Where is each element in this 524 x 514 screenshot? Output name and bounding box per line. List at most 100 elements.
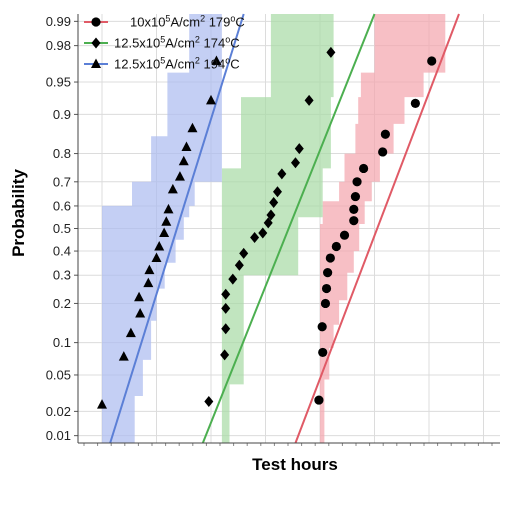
data-point-triangle [167,183,178,194]
y-tick-label: 0.1 [53,335,71,350]
data-point-circle [349,216,359,226]
y-tick-label: 0.7 [53,174,71,189]
data-point-diamond [304,94,314,106]
fit-line [294,13,460,444]
data-point-circle [318,347,328,358]
legend-text: C [230,36,239,51]
data-point-circle [323,268,333,278]
legend-superscript: o [225,56,230,66]
y-tick-label: 0.05 [46,367,71,382]
y-axis-label: Probability [9,169,28,257]
data-point-diamond [250,231,260,243]
data-point-triangle [154,240,165,251]
legend-superscript: 5 [160,35,165,45]
legend-superscript: 5 [160,56,165,66]
data-point-diamond [269,196,279,208]
data-point-triangle [135,307,146,318]
legend-marker-circle [91,17,101,27]
data-point-diamond [221,323,231,335]
data-point-circle [339,230,350,240]
legend-text: 194 [200,57,225,72]
legend-text: A/cm [165,57,195,72]
data-point-triangle [187,122,198,133]
legend-marker-diamond [91,37,101,49]
data-point-triangle [181,141,192,151]
fit-line [201,13,376,444]
data-point-diamond [228,273,238,285]
y-tick-label: 0.99 [46,14,71,29]
data-point-circle [320,298,331,309]
data-point-circle [359,163,369,174]
data-point-triangle [118,351,129,361]
legend-text: 179 [205,15,230,30]
legend-superscript: 2 [195,35,200,45]
y-tick-label: 0.95 [46,75,71,90]
legend-superscript: 5 [165,14,170,24]
data-point-circle [314,395,324,405]
data-point-diamond [272,186,282,198]
data-point-circle [349,204,359,214]
data-point-circle [350,191,361,202]
data-point-diamond [277,168,287,180]
legend-superscript: o [225,35,230,45]
data-point-diamond [239,247,249,259]
legend-text: A/cm [165,36,195,51]
data-point-diamond [221,288,231,300]
legend-label: 12.5x105A/cm2 174oC [114,35,240,51]
legend-superscript: 2 [195,56,200,66]
data-point-circle [380,129,390,139]
legend-text: 12.5x10 [114,36,160,51]
confidence-band [221,14,334,443]
fit-lines [109,13,460,444]
data-point-triangle [178,155,189,166]
y-tick-label: 0.4 [53,244,71,259]
y-tick-label: 0.6 [53,198,71,213]
legend-text: 174 [200,36,225,51]
data-point-circle [352,177,362,187]
data-point-triangle [159,227,170,237]
y-tick-label: 0.01 [46,428,71,443]
legend-label: 12.5x105A/cm2 194oC [114,56,240,72]
y-tick-label: 0.98 [46,38,71,53]
data-point-diamond [221,302,231,314]
data-points [97,46,437,409]
data-point-triangle [163,203,174,214]
y-tick-label: 0.3 [53,268,71,283]
legend-text: A/cm [170,15,200,30]
data-point-diamond [204,396,214,408]
data-point-circle [378,147,388,157]
data-point-triangle [125,327,136,338]
data-point-triangle [143,277,154,288]
data-point-triangle [206,94,216,105]
legend-label: 10x105A/cm2 179oC [130,14,245,30]
data-point-triangle [134,291,145,302]
data-point-diamond [294,143,304,155]
data-point-diamond [258,227,268,239]
data-point-triangle [174,171,185,181]
legend-text: 10x10 [130,15,165,30]
legend-text: C [235,15,244,30]
x-axis-label: Test hours [252,455,338,474]
legend-marker-triangle [91,58,101,68]
legend-superscript: o [230,14,235,24]
fit-line [109,13,245,444]
data-point-circle [331,241,341,252]
data-point-diamond [266,209,276,221]
data-point-triangle [151,252,162,263]
data-point-diamond [234,259,244,271]
data-point-circle [410,98,420,108]
y-tick-label: 0.9 [53,107,71,122]
data-point-triangle [211,55,222,66]
y-tick-label: 0.8 [53,146,71,161]
data-point-diamond [290,157,300,169]
data-point-triangle [144,264,155,275]
y-tick-label: 0.5 [53,221,71,236]
data-point-circle [325,253,335,263]
legend-text: 12.5x10 [114,57,160,72]
data-point-diamond [263,217,273,229]
y-tick-label: 0.2 [53,296,71,311]
legend-text: C [230,57,239,72]
